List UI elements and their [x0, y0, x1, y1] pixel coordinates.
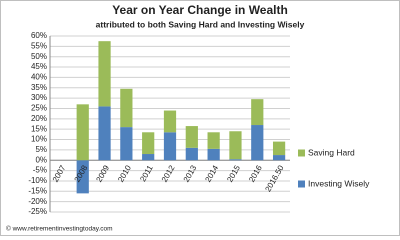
y-tick-label: 20% [31, 114, 47, 123]
y-tick-label: 40% [31, 73, 47, 82]
bar-segment [229, 159, 242, 161]
bar-segment [76, 104, 89, 161]
bar-segment [272, 141, 286, 156]
y-tick-label: -20% [28, 197, 47, 206]
y-tick-label: 45% [31, 62, 47, 71]
bar-segment [251, 99, 264, 126]
bar-segment [120, 127, 133, 161]
y-tick-label: 25% [31, 104, 47, 113]
y-tick-label: 55% [31, 41, 47, 50]
y-tick-label: 10% [31, 135, 47, 144]
legend-swatch [298, 180, 305, 188]
bar-segment [98, 106, 111, 161]
bar-segment [251, 125, 264, 161]
chart-subtitle: attributed to both Saving Hard and Inves… [96, 19, 305, 29]
y-tick-label: 50% [31, 52, 47, 61]
y-tick-label: 5% [35, 145, 47, 154]
y-tick-label: -25% [28, 207, 47, 216]
y-tick-label: -15% [28, 186, 47, 195]
footer: © www.retirementinvestingtoday.com [6, 225, 113, 233]
chart-title: Year on Year Change in Wealth [112, 3, 288, 17]
bar-segment [185, 126, 198, 148]
bar-segment [272, 155, 286, 161]
y-tick-label: 30% [31, 93, 47, 102]
legend-swatch [298, 149, 305, 157]
bar-segment [207, 148, 220, 161]
bar-segment [142, 154, 155, 161]
bar-segment [229, 131, 242, 160]
bar-segment [120, 88, 133, 128]
y-tick-label: 15% [31, 124, 47, 133]
y-tick-label: -5% [33, 166, 47, 175]
bar-segment [163, 110, 177, 133]
bar-segment [76, 160, 89, 194]
bar-segment [163, 132, 177, 161]
bar-segment [185, 147, 198, 161]
bar-segment [142, 132, 155, 155]
legend-label: Investing Wisely [308, 178, 370, 188]
bar-segment [98, 41, 111, 107]
y-tick-label: -10% [28, 176, 47, 185]
y-tick-label: 60% [31, 31, 47, 40]
y-tick-label: 0% [35, 155, 47, 164]
y-tick-label: 35% [31, 83, 47, 92]
bar-segment [207, 132, 220, 149]
legend-label: Saving Hard [308, 147, 355, 157]
